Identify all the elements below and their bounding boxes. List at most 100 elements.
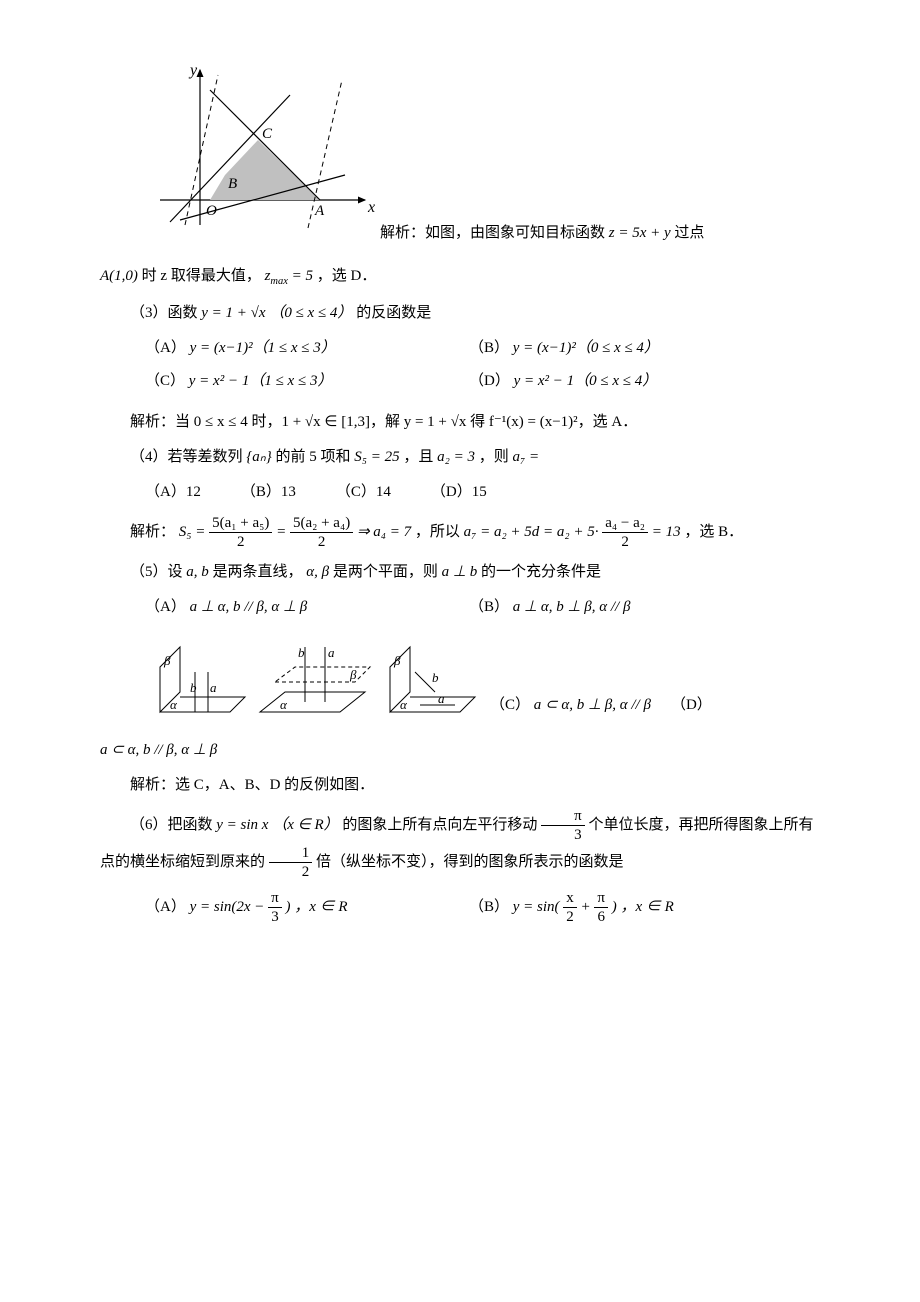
q4-d-text: 15 [472,484,487,500]
axis-y-label: y [188,62,198,79]
q2-point: A(1,0) [100,268,138,284]
q4-stem-prefix: （4）若等差数列 [130,449,243,465]
q5-option-d-label-only: （D） [671,692,712,727]
point-a-label: A [314,203,325,219]
q4-c-label: （C） [336,484,376,500]
q4-f2-den: 2 [290,533,353,551]
q3-c-label: （C） [145,373,185,389]
svg-text:b: b [432,670,439,685]
q5-options-row1: （A） a ⊥ α, b // β, α ⊥ β （B） a ⊥ α, b ⊥ … [100,594,820,627]
q3-solution: 解析：当 0 ≤ x ≤ 4 时，1 + √x ∈ [1,3]，解 y = 1 … [100,409,820,436]
q6-stem: （6）把函数 y = sin x （x ∈ R） 的图象上所有点向左平行移动 π… [100,807,820,881]
q5-d-label: （D） [671,697,712,713]
q2-zmax: zmax = 5 [265,268,313,284]
q6-a-den: 3 [268,908,282,926]
q6-a-tail: ) [285,899,290,915]
q3-a-text: y = (x−1)²（1 ≤ x ≤ 3） [190,340,336,356]
q6-scale-num: 1 [269,844,313,863]
q4-solution: 解析： S₅ = 5(a₁ + a₅)2 = 5(a₂ + a₄)2 ⇒ a₄ … [100,514,820,551]
q4-eq2: a₇ = a₂ + 5d = a₂ + 5· [464,524,599,540]
q2-sol-tail1: 时 z 取得最大值， [142,268,261,284]
q6-a-frac: π3 [268,889,282,926]
q4-stem: （4）若等差数列 {aₙ} 的前 5 项和 S₅ = 25 ，且 a₂ = 3 … [100,444,820,471]
q5-a-label: （A） [145,599,186,615]
q4-option-c: （C）14 [336,479,391,506]
q6-b-fn: y = sin( [513,899,560,915]
q5-b-label: （B） [469,599,509,615]
q6-b-frac2: π6 [594,889,608,926]
q2-sol-mid: 过点 [674,225,704,241]
q4-seq: {aₙ} [246,449,271,465]
q3-options-row1: （A） y = (x−1)²（1 ≤ x ≤ 3） （B） y = (x−1)²… [100,335,820,401]
q5-c-text: a ⊂ α, b ⊥ β, α // β [534,697,651,713]
q4-sol-tail: ，选 B． [684,524,743,540]
q5-stem: （5）设 a, b 是两条直线， α, β 是两个平面，则 a ⊥ b 的一个充… [100,559,820,586]
q2-solution-line2: A(1,0) 时 z 取得最大值， zmax = 5 ，选 D． [100,263,820,292]
q2-sol-prefix: 解析：如图，由图象可知目标函数 [380,225,605,241]
q4-mid3: ，则 [479,449,509,465]
q3-d-text: y = x² − 1（0 ≤ x ≤ 4） [514,373,658,389]
q6-mid3: 倍（纵坐标不变），得到的图象所表示的函数是 [316,854,624,870]
svg-text:α: α [280,697,288,712]
page-content: y x O A B C 解析：如图，由图象可知目标函数 z = 5x + y 过… [100,60,820,932]
q3-b-label: （B） [469,340,509,356]
q4-d-label: （D） [431,484,472,500]
q6-b1-den: 2 [563,908,577,926]
svg-text:a: a [438,691,445,706]
q6-scale-den: 2 [269,863,313,881]
q4-a7: a₇ = [512,449,539,465]
q5-d-text: a ⊂ α, b // β, α ⊥ β [100,742,217,758]
q4-option-b: （B）13 [241,479,296,506]
svg-text:b: b [298,645,305,660]
q5-perp: a ⊥ b [442,564,478,580]
q3-stem-suffix: 的反函数是 [356,305,431,321]
q4-frac3: a₄ − a₂2 [602,514,648,551]
q3-b-text: y = (x−1)²（0 ≤ x ≤ 4） [513,340,659,356]
q3-stem: （3）函数 y = 1 + √x （0 ≤ x ≤ 4） 的反函数是 [100,300,820,327]
q6-scale-frac: 12 [269,844,313,881]
q4-f3-den: 2 [602,533,648,551]
q5-fig3: β α b a [380,637,480,727]
q6-b1-num: x [563,889,577,908]
q6-shift-num: π [541,807,585,826]
svg-text:α: α [170,697,178,712]
q6-a-dom: ，x ∈ R [294,899,347,915]
q6-options: （A） y = sin(2x − π3 ) ，x ∈ R （B） y = sin… [100,889,820,932]
q3-c-text: y = x² − 1（1 ≤ x ≤ 3） [189,373,333,389]
q3-option-d: （D） y = x² − 1（0 ≤ x ≤ 4） [469,368,793,395]
q6-option-a: （A） y = sin(2x − π3 ) ，x ∈ R [145,889,469,926]
q6-shift-den: 3 [541,826,585,844]
q4-b-text: 13 [281,484,296,500]
q3-fn: y = 1 + √x [201,305,265,321]
svg-text:α: α [400,697,408,712]
q5-ab: a, b [186,564,209,580]
q6-a-label: （A） [145,899,186,915]
q6-b-label: （B） [469,899,509,915]
axis-x-label: x [367,199,375,216]
q3-d-label: （D） [469,373,510,389]
q4-a2: a₂ = 3 [437,449,475,465]
q5-stem-suffix: 的一个充分条件是 [481,564,601,580]
q6-stem-prefix: （6）把函数 [130,817,213,833]
q3-a-label: （A） [145,340,186,356]
q3-domain: （0 ≤ x ≤ 4） [269,305,352,321]
q4-b-label: （B） [241,484,281,500]
q5-mid2: 是两个平面，则 [333,564,438,580]
q5-c-label: （C） [490,697,530,713]
q6-shift-frac: π3 [541,807,585,844]
q5-option-a: （A） a ⊥ α, b // β, α ⊥ β [145,594,469,621]
q4-a-label: （A） [145,484,186,500]
q4-f1-num: 5(a₁ + a₅) [209,514,272,533]
q3-sol-text: 解析：当 0 ≤ x ≤ 4 时，1 + √x ∈ [1,3]，解 y = 1 … [130,414,637,430]
q4-eq1-mid: = [276,524,286,540]
q6-a-fn: y = sin(2x − [190,899,265,915]
q4-a-text: 12 [186,484,201,500]
q2-figure: y x O A B C [150,60,380,245]
q5-b-text: a ⊥ α, b ⊥ β, α // β [513,599,631,615]
q4-frac1: 5(a₁ + a₅)2 [209,514,272,551]
q4-sol-prefix: 解析： [100,524,175,540]
q2-row: y x O A B C 解析：如图，由图象可知目标函数 z = 5x + y 过… [100,60,820,255]
q3-option-b: （B） y = (x−1)²（0 ≤ x ≤ 4） [469,335,793,362]
q6-b-mid: + [581,899,591,915]
q3-option-c: （C） y = x² − 1（1 ≤ x ≤ 3） [145,368,469,395]
